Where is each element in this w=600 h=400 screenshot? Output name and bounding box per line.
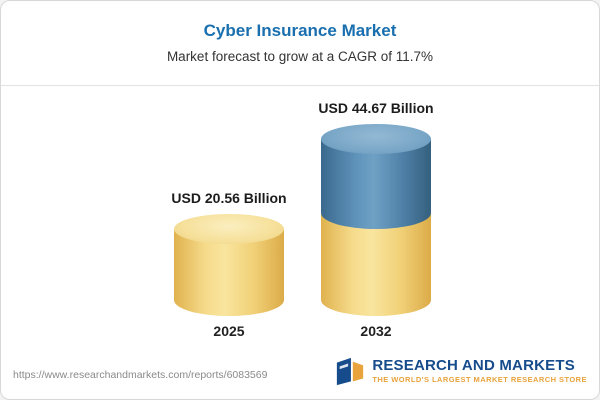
page-title: Cyber Insurance Market [203, 21, 397, 40]
bar-2032-value-label: USD 44.67 Billion [318, 100, 434, 116]
bar-2032-base-segment [321, 214, 431, 316]
bar-2025-cylinder [174, 214, 284, 316]
bar-2025-value-label: USD 20.56 Billion [171, 190, 287, 206]
header-divider [1, 85, 599, 86]
brand-name: RESEARCH AND MARKETS [372, 356, 575, 374]
brand-logo: RESEARCH AND MARKETS THE WORLD'S LARGEST… [335, 356, 587, 386]
brand-tagline: THE WORLD'S LARGEST MARKET RESEARCH STOR… [372, 375, 587, 385]
brand-logo-mark-icon [337, 357, 364, 386]
bar-2025-top-ellipse [174, 214, 284, 244]
x-axis-label-2025: 2025 [213, 323, 245, 339]
brand-text-block: RESEARCH AND MARKETS THE WORLD'S LARGEST… [372, 356, 587, 385]
report-url-link[interactable]: https://www.researchandmarkets.com/repor… [13, 369, 268, 381]
bar-2032-growth-segment [321, 139, 431, 229]
x-axis-label-2032: 2032 [360, 323, 392, 339]
bar-2032-top-ellipse [321, 124, 431, 154]
bar-2032-cylinder [321, 124, 431, 316]
chart-subtitle: Market forecast to grow at a CAGR of 11.… [166, 49, 434, 64]
